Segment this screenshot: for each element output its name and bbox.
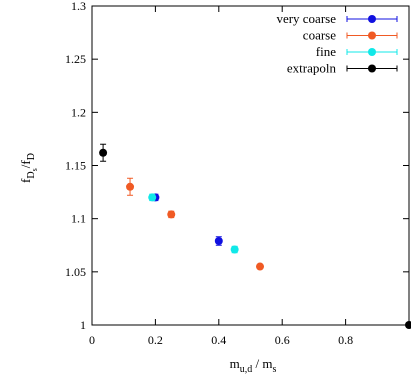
y-label-slash: /f [18,160,33,169]
data-points [99,143,411,329]
point-coarse [126,177,135,196]
marker [405,321,411,329]
legend-label-coarse: coarse [303,28,336,43]
y-label-sub-d2: D [26,153,37,160]
y-tick-label: 1.25 [65,52,86,66]
marker [230,245,239,254]
marker [214,236,223,245]
y-tick-label: 1.2 [71,105,86,119]
point-coarse [256,262,265,271]
point-very-coarse [214,236,223,246]
point-fine [230,245,239,254]
legend-marker [368,15,376,23]
point-coarse [167,210,176,219]
x-tick-label: 0.6 [275,333,290,347]
y-tick-label: 1 [80,318,86,332]
x-tick-label: 0.2 [148,333,163,347]
y-tick-label: 1.05 [65,265,86,279]
y-label-subsub-s: s [30,168,39,171]
y-tick-label: 1.1 [71,212,86,226]
y-label-sub-d: D [26,171,37,178]
y-tick-label: 1.15 [65,159,86,173]
x-axis-label: mu,d / ms [230,356,277,375]
x-label-slash: / m [252,356,272,371]
x-label-sub-ud: u,d [240,364,253,375]
marker [99,148,108,157]
legend-marker [368,64,376,73]
legend-label-fine: fine [316,44,336,59]
point-extrapoln [99,143,108,162]
x-tick-label: 0.4 [211,333,226,347]
marker [256,262,265,271]
point-fine [148,193,157,202]
legend-label-extrapoln: extrapoln [287,61,337,76]
legend-marker [368,31,376,40]
marker [148,193,157,202]
marker [126,182,135,191]
y-tick-label: 1.3 [71,0,86,13]
x-label-sub-s: s [272,364,276,375]
point-extrapoln [405,321,411,329]
marker [167,210,176,219]
legend-label-very-coarse: very coarse [276,11,336,26]
x-tick-label: 0.8 [338,333,353,347]
plot-frame [91,5,410,326]
y-axis-label: fDs/fD [18,153,39,183]
legend-marker [368,48,376,56]
axis-ticks: 1 1.05 1.1 1.15 1.2 1.25 1.3 0 0.2 0.4 0.6 0.8 [65,0,409,347]
x-tick-label: 0 [89,333,95,347]
